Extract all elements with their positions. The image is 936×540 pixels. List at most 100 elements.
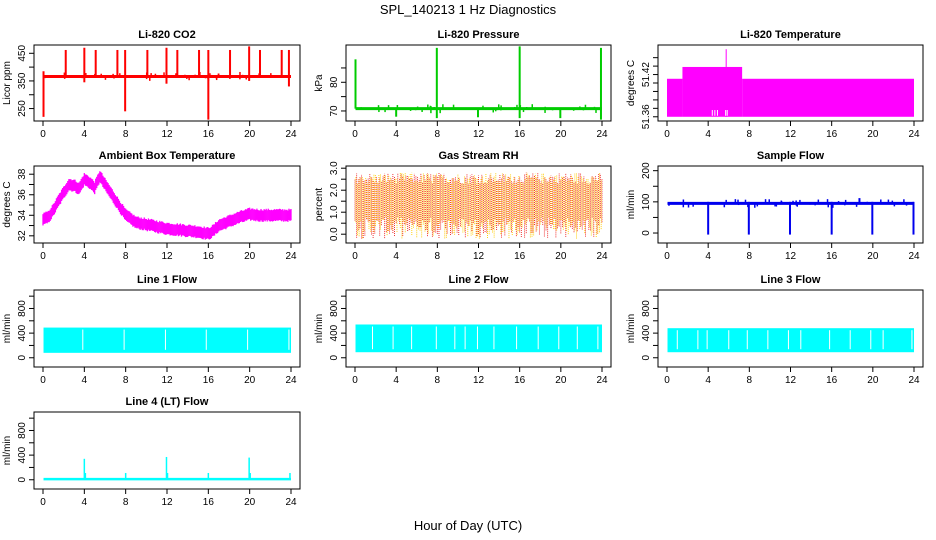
- x-tick-label: 20: [555, 251, 567, 262]
- data-series: [354, 46, 602, 120]
- x-tick-label: 0: [40, 497, 46, 508]
- x-tick-label: 8: [747, 129, 753, 140]
- x-tick-label: 16: [203, 129, 215, 140]
- x-tick-label: 16: [514, 129, 526, 140]
- panel-title: Li-820 CO2: [138, 29, 195, 41]
- x-tick-label: 24: [285, 129, 297, 140]
- flow-band: [667, 328, 914, 353]
- flow-band: [355, 324, 602, 353]
- x-axis-label: Hour of Day (UTC): [413, 518, 523, 533]
- panel-line1_flow: Line 1 Flow ml/min 0 4 8 12 16 20 24 0 400 800: [2, 274, 301, 386]
- x-tick-label: 12: [785, 375, 797, 386]
- x-tick-label: 12: [473, 129, 485, 140]
- x-tick-label: 16: [203, 251, 215, 262]
- x-tick-label: 24: [908, 129, 920, 140]
- y-tick-label: 51.42: [641, 62, 652, 87]
- panel-pressure: Li-820 Pressure kPa 0 4 8 12 16 20 24 70 80: [314, 29, 612, 140]
- y-axis-label: ml/min: [626, 314, 637, 343]
- x-tick-label: 0: [352, 251, 358, 262]
- panel-title: Line 4 (LT) Flow: [126, 396, 209, 408]
- y-tick-label: 0: [17, 477, 28, 483]
- x-tick-label: 4: [705, 375, 711, 386]
- x-tick-label: 24: [596, 251, 608, 262]
- x-tick-label: 20: [244, 251, 256, 262]
- panel-title: Ambient Box Temperature: [99, 150, 236, 162]
- y-tick-label: 0: [641, 230, 652, 236]
- temperature-block: [667, 78, 683, 117]
- y-tick-label: 51.36: [641, 104, 652, 129]
- flow-band: [43, 327, 292, 353]
- y-tick-label: 350: [17, 72, 28, 89]
- x-tick-label: 24: [908, 375, 920, 386]
- x-tick-label: 20: [244, 375, 256, 386]
- y-tick-label: 0: [329, 355, 340, 361]
- x-tick-label: 12: [785, 251, 797, 262]
- x-tick-label: 20: [867, 375, 879, 386]
- data-series: [667, 198, 915, 235]
- y-axis-label: degrees C: [626, 60, 637, 106]
- y-tick-label: 0: [17, 355, 28, 361]
- x-tick-label: 12: [785, 129, 797, 140]
- data-series: [667, 49, 914, 117]
- y-axis-label: ml/min: [2, 314, 13, 343]
- x-tick-label: 4: [393, 375, 399, 386]
- data-series: [42, 46, 291, 120]
- x-tick-label: 20: [867, 251, 879, 262]
- x-tick-label: 0: [40, 251, 46, 262]
- x-tick-label: 0: [352, 375, 358, 386]
- panel-ambient_temp: Ambient Box Temperature degrees C 0 4 8 12 16 2…: [2, 150, 301, 262]
- x-tick-label: 4: [82, 251, 88, 262]
- y-tick-label: 250: [17, 100, 28, 117]
- x-tick-label: 16: [826, 251, 838, 262]
- y-tick-label: 0.0: [329, 227, 340, 241]
- x-tick-label: 12: [473, 251, 485, 262]
- x-tick-label: 12: [161, 375, 173, 386]
- x-tick-label: 24: [908, 251, 920, 262]
- y-tick-label: 450: [17, 45, 28, 62]
- x-tick-label: 8: [123, 129, 129, 140]
- x-tick-label: 4: [393, 251, 399, 262]
- panel-line4_flow: Line 4 (LT) Flow ml/min 0 4 8 12 16 20 24 0 400 800: [2, 396, 301, 508]
- x-tick-label: 20: [555, 129, 567, 140]
- panel-title: Line 1 Flow: [137, 274, 197, 286]
- x-tick-label: 20: [867, 129, 879, 140]
- y-tick-label: 3.0: [329, 161, 340, 175]
- y-tick-label: 400: [329, 324, 340, 341]
- temperature-block: [682, 66, 743, 117]
- panel-li820_temp: Li-820 Temperature degrees C 0 4 8 12 16 20 24 51…: [626, 29, 924, 140]
- y-axis-label: ml/min: [314, 314, 325, 343]
- x-tick-label: 20: [244, 497, 256, 508]
- panel-gas_rh: Gas Stream RH percent 0 4 8 12 16 20 24 0.0 1.0 2.0…: [314, 150, 612, 262]
- data-series: [667, 328, 914, 353]
- y-axis-label: percent: [314, 188, 325, 222]
- x-tick-label: 20: [555, 375, 567, 386]
- x-tick-label: 8: [747, 251, 753, 262]
- y-axis-label: Licor ppm: [2, 61, 13, 105]
- x-tick-label: 8: [435, 129, 441, 140]
- x-tick-label: 4: [82, 497, 88, 508]
- y-tick-label: 200: [641, 162, 652, 179]
- x-tick-label: 16: [203, 497, 215, 508]
- x-tick-label: 0: [40, 375, 46, 386]
- data-series: [43, 327, 292, 353]
- x-tick-label: 8: [747, 375, 753, 386]
- panel-sample_flow: Sample Flow ml/min 0 4 8 12 16 20 24 0 100 200: [626, 150, 924, 262]
- y-tick-label: 1.0: [329, 205, 340, 219]
- x-tick-label: 4: [393, 129, 399, 140]
- x-tick-label: 16: [826, 129, 838, 140]
- panel-co2: Li-820 CO2 Licor ppm 0 4 8 12 16 20 24 250 350 450: [2, 29, 301, 140]
- data-series: [43, 456, 291, 481]
- panel-title: Sample Flow: [757, 150, 825, 162]
- y-tick-label: 0: [641, 355, 652, 361]
- y-tick-label: 400: [641, 324, 652, 341]
- y-tick-label: 80: [329, 76, 340, 88]
- x-tick-label: 8: [435, 375, 441, 386]
- panel-title: Li-820 Temperature: [740, 29, 841, 41]
- panel-line2_flow: Line 2 Flow ml/min 0 4 8 12 16 20 24 0 400 800: [314, 274, 612, 386]
- data-series: [355, 324, 602, 353]
- x-tick-label: 8: [123, 497, 129, 508]
- y-axis-label: ml/min: [626, 190, 637, 219]
- x-tick-label: 8: [123, 375, 129, 386]
- x-tick-label: 24: [285, 497, 297, 508]
